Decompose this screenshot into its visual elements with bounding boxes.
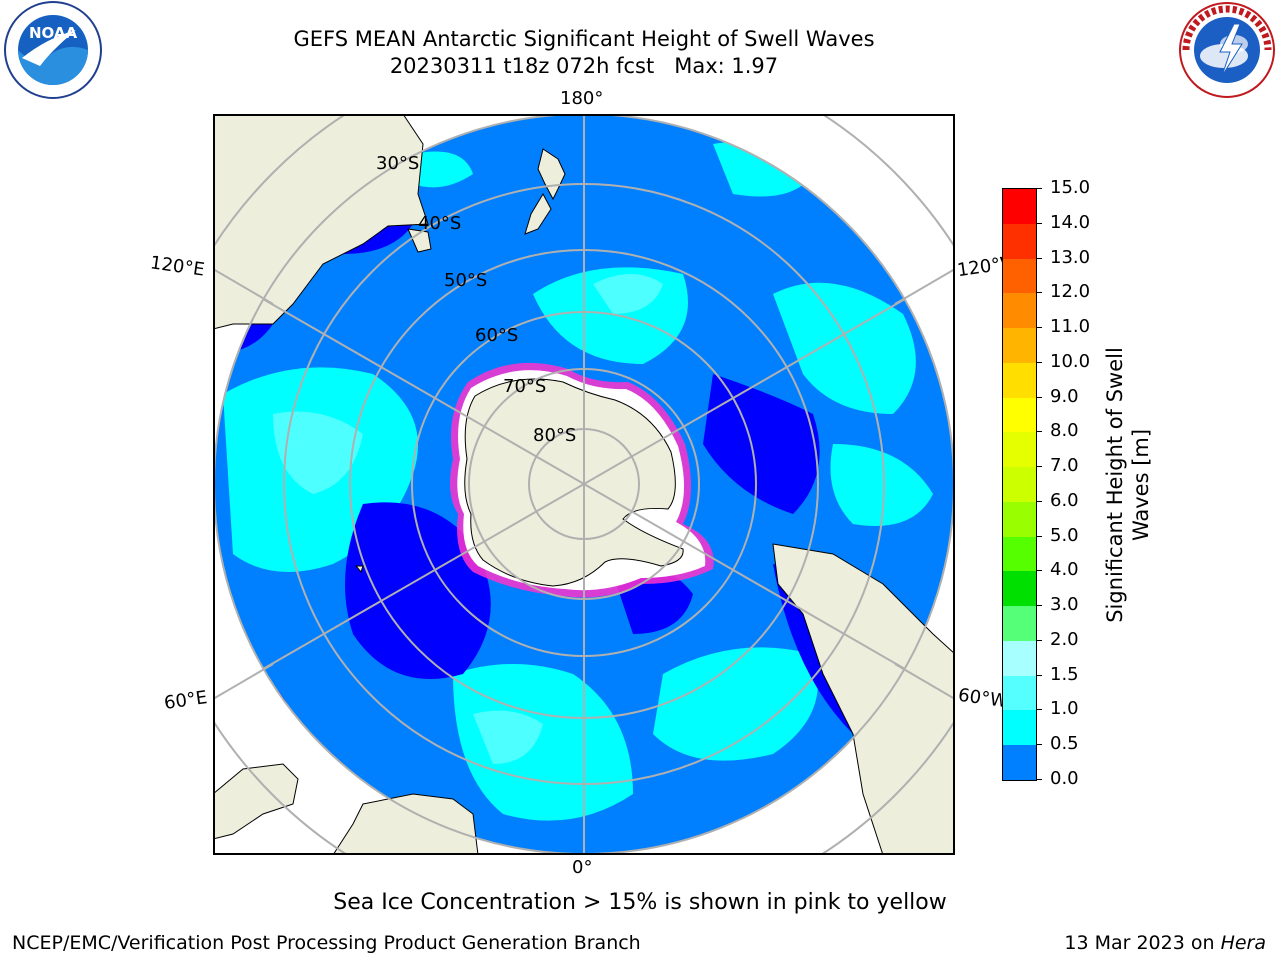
longitude-grid: [262, 114, 906, 854]
colorbar-tick-label: 4.0: [1050, 559, 1079, 581]
lat-label-30s: 30°S: [376, 153, 419, 174]
lon-label-180: 180°: [560, 88, 604, 109]
noaa-logo: NOAA: [2, 0, 104, 100]
colorbar-swatch: [1003, 710, 1036, 746]
lat-label-70s: 70°S: [503, 376, 546, 397]
colorbar-tick-mark: [1036, 431, 1042, 433]
colorbar-swatch: [1003, 189, 1036, 225]
colorbar-tick-mark: [1036, 535, 1042, 537]
colorbar-swatch: [1003, 501, 1036, 538]
sea-ice-note: Sea Ice Concentration > 15% is shown in …: [333, 890, 947, 915]
colorbar-tick-label: 10.0: [1050, 350, 1091, 372]
colorbar-tick-label: 7.0: [1050, 455, 1079, 477]
colorbar-swatch: [1003, 362, 1036, 399]
nws-logo: [1176, 0, 1278, 100]
lon-label-120e: 120°E: [148, 252, 206, 281]
colorbar-tick-mark: [1036, 709, 1042, 711]
colorbar-tick-label: 1.0: [1050, 698, 1079, 720]
lat-label-40s: 40°S: [418, 213, 461, 234]
lat-label-60s: 60°S: [475, 325, 518, 346]
lon-label-0: 0°: [572, 857, 593, 878]
colorbar-tick-label: 3.0: [1050, 594, 1079, 616]
colorbar: [1002, 188, 1037, 781]
colorbar-swatch: [1003, 258, 1036, 294]
colorbar-tick-label: 14.0: [1050, 211, 1091, 233]
chart-title: GEFS MEAN Antarctic Significant Height o…: [293, 27, 875, 51]
colorbar-swatches: [1002, 188, 1037, 781]
colorbar-swatch: [1003, 467, 1036, 503]
colorbar-tick-mark: [1036, 639, 1042, 641]
footer-date: 13 Mar 2023 on: [1064, 932, 1221, 954]
colorbar-swatch: [1003, 328, 1036, 364]
colorbar-tick-mark: [1036, 292, 1042, 294]
colorbar-tick-label: 6.0: [1050, 489, 1079, 511]
colorbar-swatch: [1003, 571, 1036, 607]
colorbar-tick-mark: [1036, 222, 1042, 224]
colorbar-swatch: [1003, 223, 1036, 259]
colorbar-tick-label: 13.0: [1050, 246, 1091, 268]
colorbar-tick-mark: [1036, 500, 1042, 502]
colorbar-tick-mark: [1036, 570, 1042, 572]
colorbar-tick-label: 8.0: [1050, 420, 1079, 442]
polar-map: 30°S 40°S 50°S 60°S 70°S 80°S: [213, 114, 955, 855]
lat-label-80s: 80°S: [533, 425, 576, 446]
colorbar-tick-label: 11.0: [1050, 316, 1091, 338]
colorbar-tick-mark: [1036, 327, 1042, 329]
colorbar-tick-label: 0.5: [1050, 733, 1079, 755]
colorbar-tick-label: 1.5: [1050, 663, 1079, 685]
colorbar-label-line1: Significant Height of Swell: [1103, 347, 1127, 623]
colorbar-tick-mark: [1036, 674, 1042, 676]
colorbar-tick-label: 0.0: [1050, 768, 1079, 789]
chart-subtitle: 20230311 t18z 072h fcst Max: 1.97: [389, 54, 779, 78]
colorbar-label-line2: Waves [m]: [1129, 428, 1153, 542]
colorbar-tick-mark: [1036, 466, 1042, 468]
colorbar-swatch: [1003, 606, 1036, 642]
colorbar-tick-mark: [1036, 257, 1042, 259]
colorbar-swatch: [1003, 536, 1036, 572]
colorbar-tick-mark: [1036, 188, 1042, 189]
footer-right: 13 Mar 2023 on Hera: [1064, 932, 1266, 954]
colorbar-tick-mark: [1036, 779, 1042, 780]
lat-label-50s: 50°S: [444, 270, 487, 291]
colorbar-tick-mark: [1036, 396, 1042, 398]
footer-left: NCEP/EMC/Verification Post Processing Pr…: [12, 932, 641, 954]
map-frame: [213, 114, 955, 855]
colorbar-swatch: [1003, 397, 1036, 433]
colorbar-swatch: [1003, 675, 1036, 711]
lon-label-60e: 60°E: [162, 687, 209, 714]
colorbar-swatch: [1003, 432, 1036, 468]
colorbar-tick-label: 2.0: [1050, 628, 1079, 650]
colorbar-tick-label: 15.0: [1050, 177, 1091, 198]
colorbar-swatch: [1003, 745, 1036, 781]
colorbar-swatch: [1003, 640, 1036, 677]
colorbar-tick-mark: [1036, 361, 1042, 363]
footer-host: Hera: [1220, 932, 1266, 954]
colorbar-tick-mark: [1036, 605, 1042, 607]
colorbar-tick-label: 12.0: [1050, 281, 1091, 303]
colorbar-tick-label: 5.0: [1050, 524, 1079, 546]
colorbar-ticks: 15.0 14.0 13.0 12.0 11.0 10.0 9.0 8.0 7.0 6.0 5.0 4…: [1036, 177, 1096, 789]
colorbar-tick-label: 9.0: [1050, 385, 1079, 407]
colorbar-tick-mark: [1036, 744, 1042, 746]
polar-map-svg: 30°S 40°S 50°S 60°S 70°S 80°S: [213, 114, 955, 855]
colorbar-swatch: [1003, 293, 1036, 329]
noaa-logo-text: NOAA: [29, 24, 78, 42]
antarctica-icon: [464, 378, 684, 587]
